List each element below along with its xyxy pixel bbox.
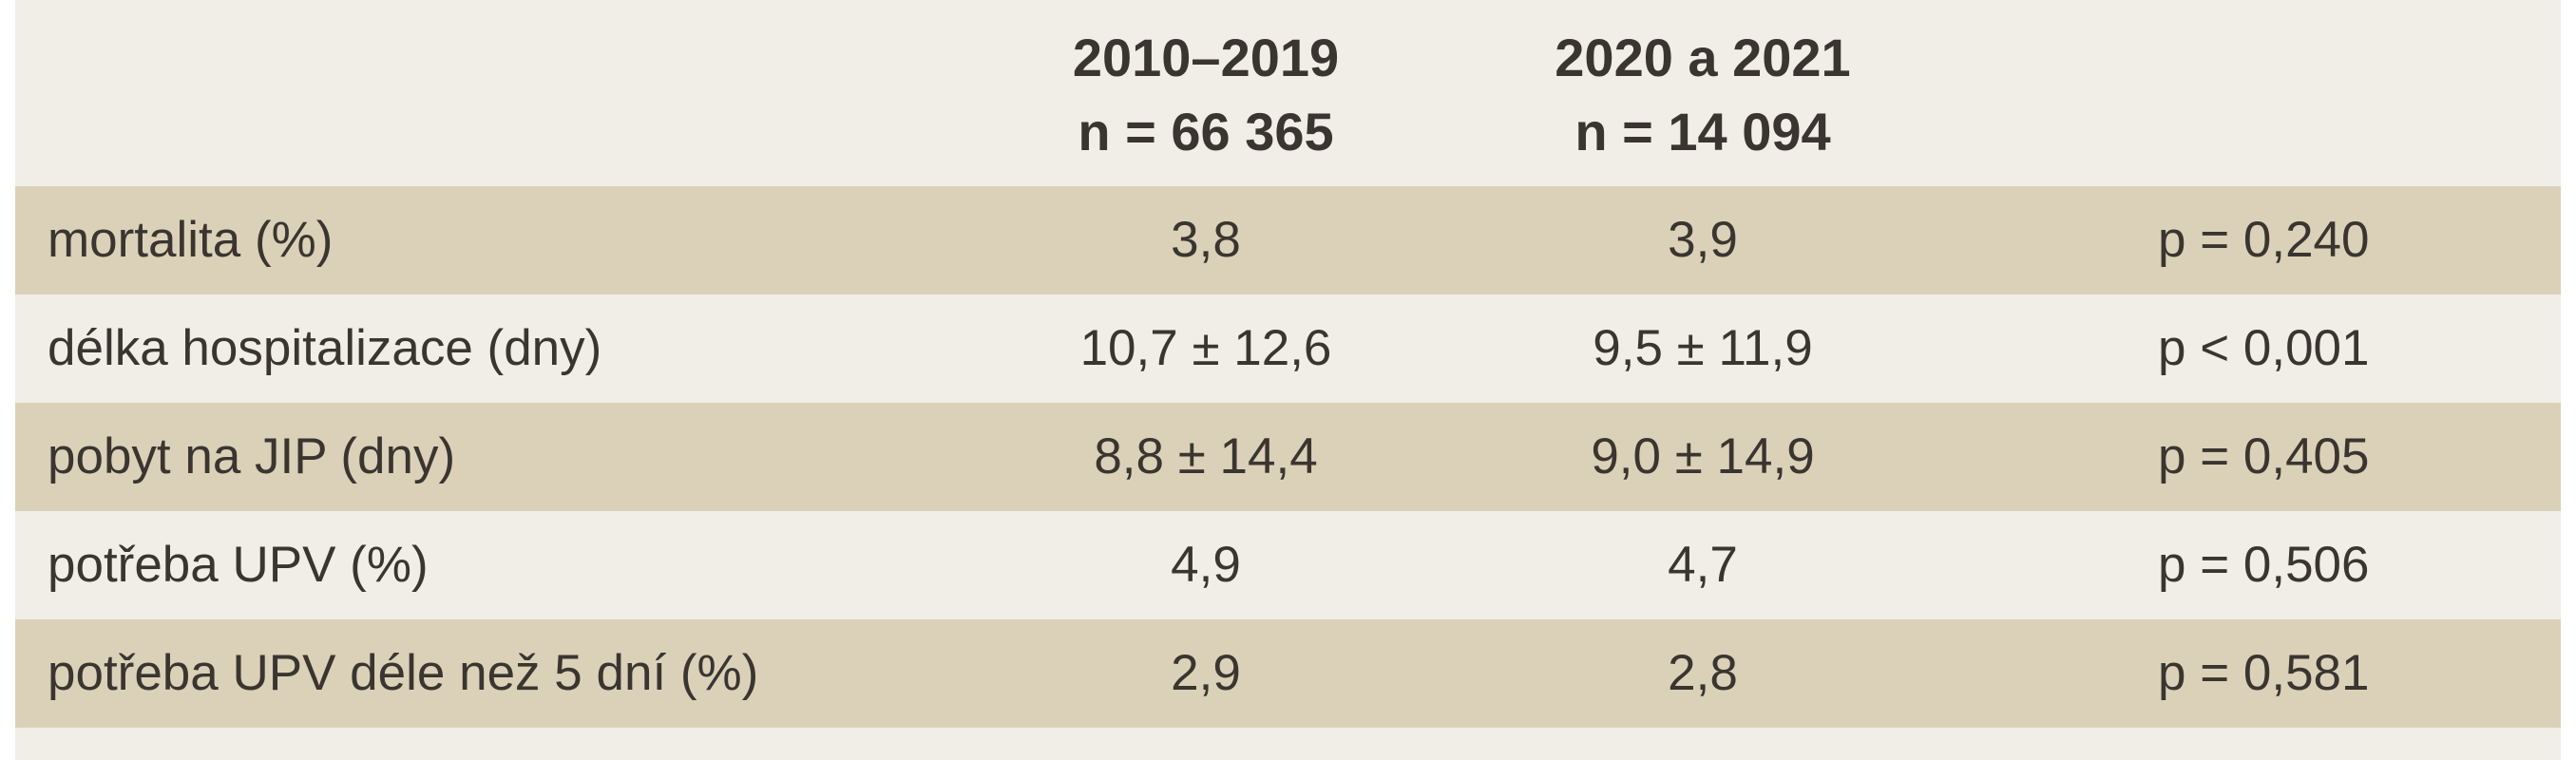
cell-p-value: p < 0,001	[2158, 320, 2370, 376]
table-row: pobyt na JIP (dny) 8,8 ± 14,4 9,0 ± 14,9…	[15, 403, 2561, 511]
table-header: 2010–2019 n = 66 365 2020 a 2021 n = 14 …	[15, 0, 2561, 186]
cell-2020-2021: 9,0 ± 14,9	[1591, 428, 1815, 484]
table-row: mortalita (%) 3,8 3,9 p = 0,240	[15, 186, 2561, 294]
cell-2020-2021: 9,5 ± 11,9	[1593, 320, 1813, 376]
cell-p-value: p = 0,405	[2158, 428, 2370, 484]
column-header-2010-2019: 2010–2019 n = 66 365	[1016, 21, 1396, 169]
cell-p-value: p = 0,240	[2158, 212, 2370, 268]
cell-p-value: p = 0,581	[2158, 645, 2370, 701]
column-header-2020-2021: 2020 a 2021 n = 14 094	[1513, 21, 1893, 169]
cell-p-value: p = 0,506	[2158, 537, 2370, 593]
cell-2010-2019: 8,8 ± 14,4	[1094, 428, 1318, 484]
cell-2020-2021: 3,9	[1668, 212, 1738, 268]
cell-2010-2019: 4,9	[1171, 537, 1241, 593]
column-header-count: n = 66 365	[1078, 102, 1334, 162]
cell-2020-2021: 2,8	[1668, 645, 1738, 701]
data-table: 2010–2019 n = 66 365 2020 a 2021 n = 14 …	[15, 0, 2561, 760]
row-label: délka hospitalizace (dny)	[48, 320, 602, 376]
row-label: potřeba UPV déle než 5 dní (%)	[48, 645, 759, 701]
column-header-count: n = 14 094	[1574, 102, 1831, 162]
cell-2010-2019: 2,9	[1171, 645, 1241, 701]
cell-2010-2019: 10,7 ± 12,6	[1079, 320, 1332, 376]
table-row: délka hospitalizace (dny) 10,7 ± 12,6 9,…	[15, 294, 2561, 403]
cell-2020-2021: 4,7	[1668, 537, 1738, 593]
row-label: pobyt na JIP (dny)	[48, 428, 456, 484]
cell-2010-2019: 3,8	[1171, 212, 1241, 268]
table-row: potřeba UPV déle než 5 dní (%) 2,9 2,8 p…	[15, 619, 2561, 728]
column-header-period: 2010–2019	[1072, 28, 1340, 87]
table-row: potřeba UPV (%) 4,9 4,7 p = 0,506	[15, 511, 2561, 619]
row-label: potřeba UPV (%)	[48, 537, 429, 593]
column-header-period: 2020 a 2021	[1555, 28, 1851, 87]
row-label: mortalita (%)	[48, 212, 334, 268]
